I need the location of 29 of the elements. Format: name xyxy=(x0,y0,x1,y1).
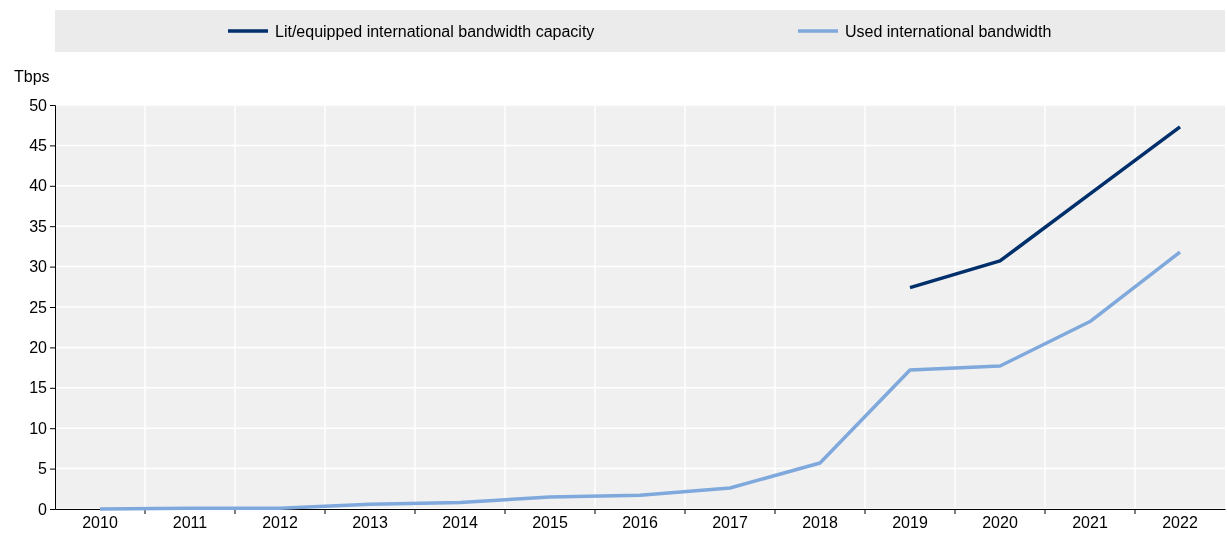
x-tick-label: 2011 xyxy=(172,514,208,532)
x-tick-label: 2012 xyxy=(262,514,298,532)
y-tick-label: 15 xyxy=(29,379,48,397)
x-tick-label: 2022 xyxy=(1162,514,1198,532)
x-tick-label: 2019 xyxy=(892,514,928,532)
x-tick-label: 2021 xyxy=(1072,514,1108,532)
y-tick-label: 50 xyxy=(29,96,48,114)
x-tick-label: 2014 xyxy=(442,514,478,532)
y-tick-label: 45 xyxy=(29,137,48,155)
legend-label: Lit/equipped international bandwidth capacity xyxy=(275,23,595,40)
x-tick-label: 2018 xyxy=(802,514,838,532)
x-tick-label: 2013 xyxy=(352,514,388,532)
line-series xyxy=(908,125,1182,290)
legend-label: Used international bandwidth xyxy=(845,23,1052,40)
y-tick-label: 30 xyxy=(29,258,48,276)
y-tick-label: 10 xyxy=(29,419,48,437)
y-tick-label: 40 xyxy=(29,177,48,195)
y-tick-label: 5 xyxy=(38,460,48,478)
y-tick-label: 20 xyxy=(29,339,48,357)
x-tick-label: 2010 xyxy=(82,514,118,532)
x-tick-label: 2020 xyxy=(982,514,1018,532)
y-axis-title: Tbps xyxy=(14,68,50,85)
x-tick-label: 2015 xyxy=(532,514,568,532)
y-tick-label: 25 xyxy=(29,298,48,316)
x-tick-label: 2017 xyxy=(712,514,748,532)
x-tick-label: 2016 xyxy=(622,514,658,532)
y-tick-label: 35 xyxy=(29,217,48,235)
line-series xyxy=(98,250,1182,511)
y-tick-label: 0 xyxy=(38,500,48,518)
